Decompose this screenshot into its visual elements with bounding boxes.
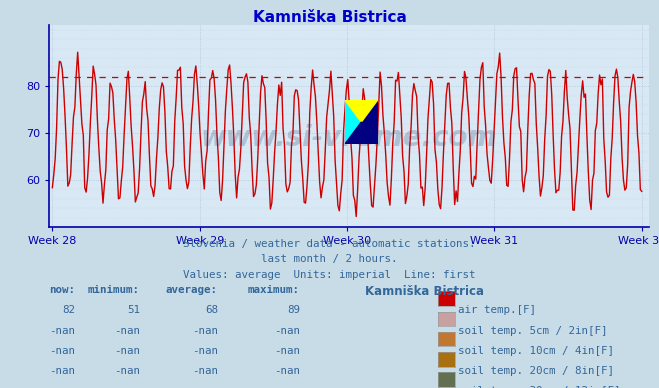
Text: -nan: -nan: [192, 346, 218, 356]
Text: -nan: -nan: [49, 386, 75, 388]
Text: -nan: -nan: [49, 326, 75, 336]
Text: Kamniška Bistrica: Kamniška Bistrica: [365, 285, 484, 298]
Text: -nan: -nan: [192, 366, 218, 376]
Polygon shape: [345, 100, 378, 144]
Text: -nan: -nan: [274, 366, 300, 376]
Text: 82: 82: [62, 305, 75, 315]
Text: -nan: -nan: [114, 386, 140, 388]
Polygon shape: [345, 100, 361, 144]
Text: air temp.[F]: air temp.[F]: [458, 305, 536, 315]
Text: 51: 51: [127, 305, 140, 315]
Text: -nan: -nan: [49, 346, 75, 356]
Text: -nan: -nan: [274, 326, 300, 336]
Text: www.si-vreme.com: www.si-vreme.com: [201, 124, 498, 152]
Text: soil temp. 20cm / 8in[F]: soil temp. 20cm / 8in[F]: [458, 366, 614, 376]
Text: minimum:: minimum:: [88, 285, 140, 295]
Text: last month / 2 hours.: last month / 2 hours.: [261, 254, 398, 264]
Text: Kamniška Bistrica: Kamniška Bistrica: [252, 10, 407, 25]
Polygon shape: [345, 100, 378, 122]
Text: -nan: -nan: [192, 386, 218, 388]
Polygon shape: [345, 122, 378, 144]
Text: soil temp. 30cm / 12in[F]: soil temp. 30cm / 12in[F]: [458, 386, 621, 388]
Text: -nan: -nan: [114, 346, 140, 356]
Text: average:: average:: [166, 285, 218, 295]
Text: -nan: -nan: [49, 366, 75, 376]
Text: 89: 89: [287, 305, 300, 315]
Text: -nan: -nan: [114, 326, 140, 336]
Polygon shape: [345, 100, 378, 144]
Text: -nan: -nan: [114, 366, 140, 376]
Text: -nan: -nan: [192, 326, 218, 336]
Text: Slovenia / weather data - automatic stations.: Slovenia / weather data - automatic stat…: [183, 239, 476, 249]
Text: now:: now:: [49, 285, 75, 295]
Text: Values: average  Units: imperial  Line: first: Values: average Units: imperial Line: fi…: [183, 270, 476, 280]
Text: -nan: -nan: [274, 386, 300, 388]
Text: soil temp. 5cm / 2in[F]: soil temp. 5cm / 2in[F]: [458, 326, 608, 336]
Text: 68: 68: [205, 305, 218, 315]
Text: -nan: -nan: [274, 346, 300, 356]
Polygon shape: [361, 100, 378, 144]
Text: soil temp. 10cm / 4in[F]: soil temp. 10cm / 4in[F]: [458, 346, 614, 356]
Text: maximum:: maximum:: [248, 285, 300, 295]
